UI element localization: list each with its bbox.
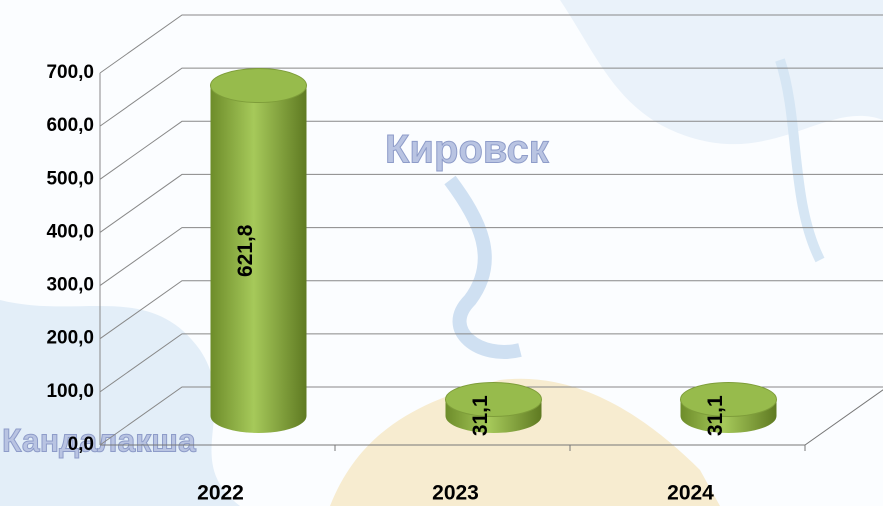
- bar-top: [445, 381, 542, 417]
- grid-line: [99, 173, 883, 233]
- x-tick-label: 2024: [667, 482, 714, 505]
- bar-top: [680, 381, 777, 417]
- y-tick-label: 700,0: [46, 62, 94, 83]
- grid-line: [99, 227, 883, 286]
- y-tick-label: 200,0: [46, 328, 94, 349]
- x-tick-label: 2022: [197, 482, 244, 505]
- grid-line: [99, 67, 883, 127]
- grid-line: [99, 386, 883, 446]
- y-tick-label: 300,0: [46, 275, 94, 296]
- y-tick-label: 500,0: [46, 168, 94, 189]
- y-tick-label: 100,0: [46, 381, 94, 402]
- bar: [445, 381, 542, 433]
- y-tick-label: 400,0: [46, 221, 94, 242]
- grid-line: [99, 120, 883, 180]
- map-label: Кировск: [385, 128, 550, 172]
- y-tick-label: 0,0: [68, 434, 94, 455]
- bar: [680, 381, 777, 433]
- bar-body: [210, 85, 307, 434]
- grid-line: [99, 280, 883, 340]
- y-tick-label: 600,0: [46, 115, 94, 136]
- value-label: 31,1: [469, 395, 492, 436]
- grid-line: [99, 14, 883, 74]
- value-label: 31,1: [704, 395, 727, 436]
- bar: [210, 68, 307, 434]
- bar-top: [210, 68, 307, 104]
- plot: 0,0 100,0 200,0 300,0 400,0 500,0 600,0 700,0 20…: [46, 14, 883, 505]
- x-tick-label: 2023: [432, 482, 479, 505]
- value-label: 621,8: [234, 224, 257, 277]
- map-label: Кандалакша: [2, 422, 196, 458]
- grid-line: [99, 333, 883, 393]
